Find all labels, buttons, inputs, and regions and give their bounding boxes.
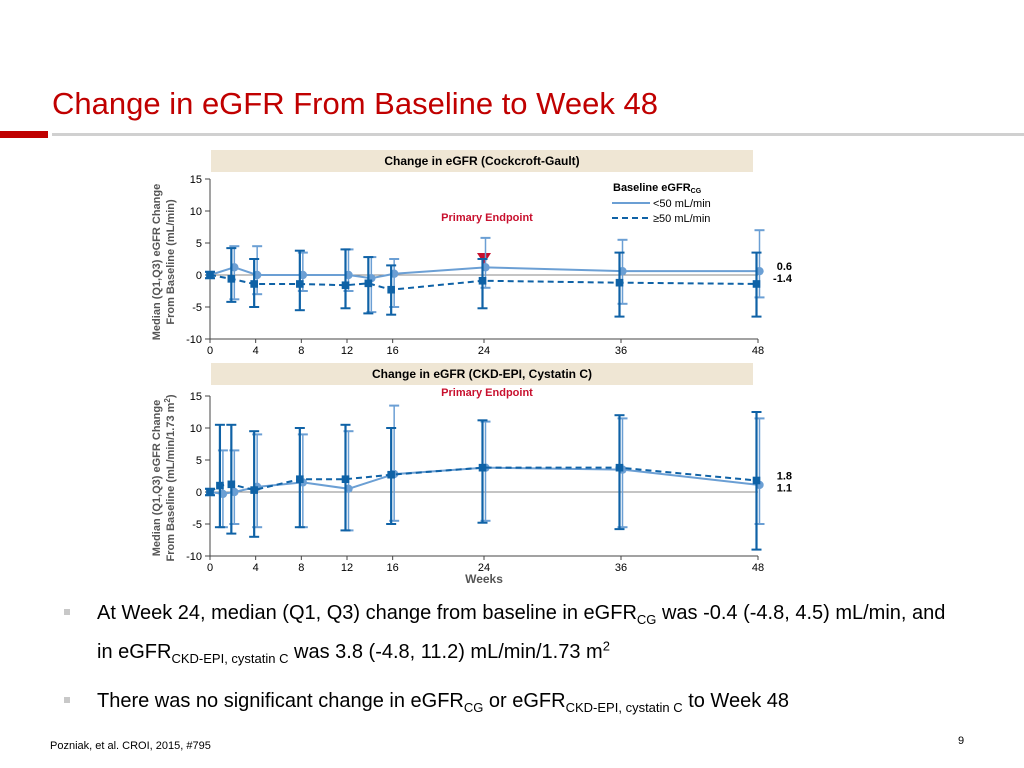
- y-tick-label: 10: [190, 423, 202, 435]
- x-tick-label: 16: [387, 345, 399, 357]
- y-tick-label: -10: [186, 334, 202, 346]
- y-axis-label: From Baseline (mL/min/1.73 m2): [163, 394, 178, 561]
- legend-label-lt50: <50 mL/min: [653, 198, 711, 210]
- data-point: [752, 476, 761, 485]
- data-point: [206, 488, 214, 496]
- y-axis-label: Median (Q1,Q3) eGFR Change: [151, 184, 163, 340]
- panel-title: Change in eGFR (Cockcroft-Gault): [384, 154, 579, 168]
- bullet-item: There was no significant change in eGFRC…: [62, 688, 962, 721]
- data-point: [227, 275, 236, 283]
- panel-header: [211, 363, 753, 385]
- title-accent-bar: [0, 131, 48, 138]
- data-point: [387, 285, 395, 294]
- end-value-label: -1.4: [773, 273, 793, 285]
- x-tick-label: 8: [298, 562, 304, 574]
- bullet-list: At Week 24, median (Q1, Q3) change from …: [62, 600, 962, 737]
- end-value-label: 1.1: [777, 482, 792, 494]
- y-tick-label: 0: [196, 270, 202, 282]
- primary-endpoint-label: Primary Endpoint: [441, 212, 533, 224]
- panel-header: [211, 150, 753, 172]
- y-tick-label: 5: [196, 238, 202, 250]
- end-value-label: 1.8: [777, 470, 792, 482]
- y-tick-label: -5: [192, 302, 202, 314]
- data-point: [227, 480, 236, 489]
- x-tick-label: 12: [341, 345, 353, 357]
- x-tick-label: 36: [615, 345, 627, 357]
- data-point: [364, 279, 373, 288]
- footer-citation: Pozniak, et al. CROI, 2015, #795: [50, 740, 211, 752]
- data-point: [250, 280, 258, 288]
- end-value-label: 0.6: [777, 261, 792, 273]
- x-tick-label: 48: [752, 345, 764, 357]
- x-tick-label: 8: [298, 345, 304, 357]
- bullet-marker: [64, 609, 70, 615]
- data-point: [296, 475, 304, 483]
- data-point: [387, 470, 395, 479]
- y-tick-label: 15: [190, 174, 202, 186]
- bullet-text: There was no significant change in eGFRC…: [97, 689, 789, 715]
- page-number: 9: [958, 735, 965, 747]
- primary-endpoint-label: Primary Endpoint: [441, 387, 533, 399]
- bullet-item: At Week 24, median (Q1, Q3) change from …: [62, 600, 962, 672]
- x-axis-label: Weeks: [465, 572, 503, 586]
- data-point: [478, 463, 487, 472]
- x-tick-label: 0: [207, 562, 213, 574]
- x-tick-label: 12: [341, 562, 353, 574]
- data-point: [250, 486, 258, 494]
- data-point: [752, 280, 761, 288]
- series-line: [209, 274, 757, 291]
- data-point: [341, 475, 350, 483]
- bullet-marker: [64, 696, 70, 703]
- data-point: [478, 276, 487, 285]
- x-tick-label: 16: [387, 562, 399, 574]
- y-tick-label: 0: [196, 487, 202, 499]
- x-tick-label: 36: [615, 562, 627, 574]
- data-point: [615, 463, 624, 472]
- y-tick-label: 10: [190, 206, 202, 218]
- data-point: [296, 280, 304, 288]
- data-point: [341, 281, 350, 290]
- data-point: [615, 278, 624, 287]
- legend-title: Baseline eGFRCG: [613, 182, 702, 195]
- x-tick-label: 4: [253, 562, 259, 574]
- x-tick-label: 24: [478, 562, 490, 574]
- y-axis-label: From Baseline (mL/min): [165, 199, 177, 325]
- x-tick-label: 24: [478, 345, 490, 357]
- series-line: [209, 466, 757, 493]
- bullet-text: At Week 24, median (Q1, Q3) change from …: [97, 602, 946, 666]
- x-tick-label: 48: [752, 562, 764, 574]
- y-tick-label: -10: [186, 551, 202, 563]
- data-point: [206, 271, 214, 279]
- y-tick-label: 5: [196, 455, 202, 467]
- series-line: [209, 466, 760, 495]
- y-axis-label: Median (Q1,Q3) eGFR Change: [151, 400, 163, 556]
- title-divider: [52, 133, 1024, 136]
- x-tick-label: 0: [207, 345, 213, 357]
- x-tick-label: 4: [253, 345, 259, 357]
- panel-title: Change in eGFR (CKD-EPI, Cystatin C): [372, 367, 592, 381]
- slide-title: Change in eGFR From Baseline to Week 48: [52, 86, 658, 121]
- data-point: [216, 481, 224, 490]
- legend-label-ge50: ≥50 mL/min: [653, 213, 710, 225]
- y-tick-label: -5: [192, 519, 202, 531]
- y-tick-label: 15: [190, 391, 202, 403]
- series-line: [209, 266, 760, 280]
